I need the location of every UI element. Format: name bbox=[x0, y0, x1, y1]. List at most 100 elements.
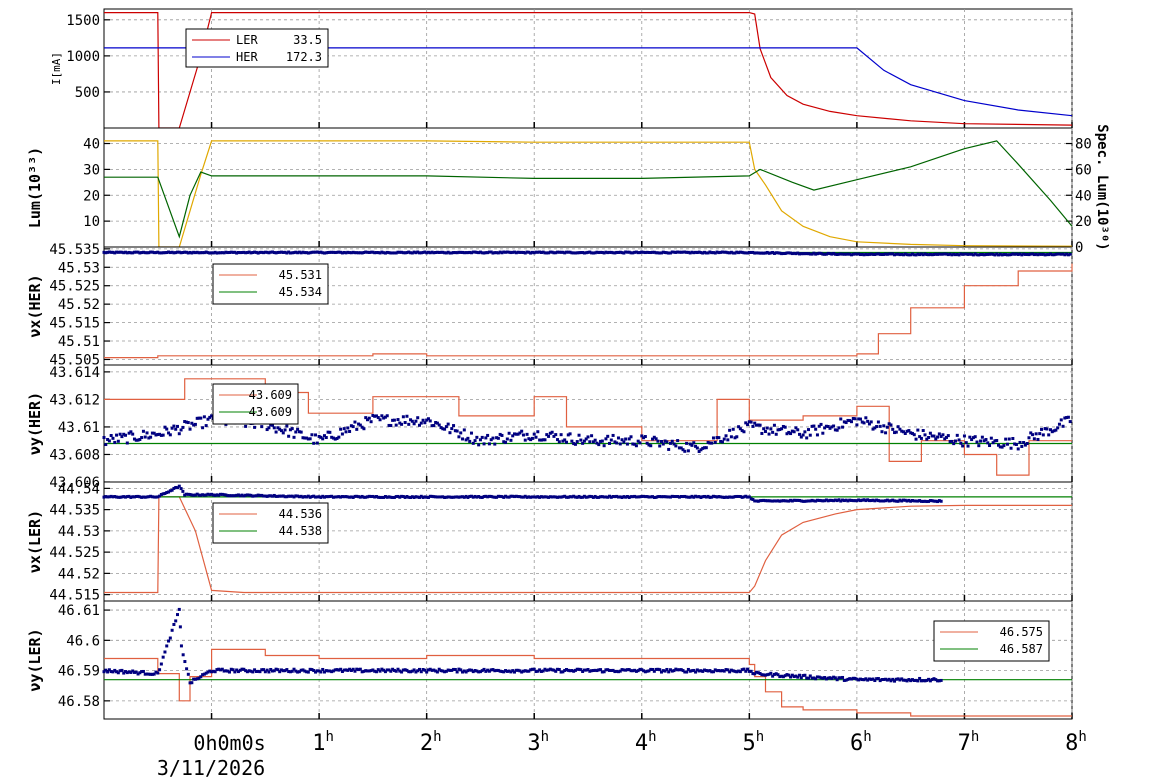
series-marker bbox=[371, 494, 375, 498]
series-marker bbox=[134, 494, 138, 498]
series-marker bbox=[627, 668, 631, 672]
series-marker bbox=[615, 494, 619, 498]
series-marker bbox=[496, 436, 500, 440]
series-marker bbox=[324, 251, 328, 255]
series-marker bbox=[806, 428, 810, 432]
series-marker bbox=[290, 494, 294, 498]
series-marker bbox=[665, 495, 669, 499]
series-marker bbox=[530, 667, 534, 671]
series-marker bbox=[441, 495, 445, 499]
series-marker bbox=[758, 423, 762, 427]
series-marker bbox=[104, 495, 108, 499]
legend-value: 33.5 bbox=[293, 33, 322, 47]
series-marker bbox=[538, 668, 542, 672]
series-marker bbox=[823, 252, 827, 256]
series-marker bbox=[645, 441, 649, 445]
series-marker bbox=[934, 252, 938, 256]
series-marker bbox=[136, 494, 140, 498]
series-marker bbox=[588, 250, 592, 254]
series-marker bbox=[500, 670, 504, 674]
series-marker bbox=[747, 495, 751, 499]
series-marker bbox=[615, 250, 619, 254]
series-marker bbox=[199, 416, 203, 420]
y-tick-label: 46.58 bbox=[58, 694, 100, 710]
series-marker bbox=[1048, 252, 1052, 256]
series-marker bbox=[789, 251, 793, 255]
series-marker bbox=[893, 499, 897, 503]
series-marker bbox=[147, 495, 151, 499]
series-marker bbox=[102, 436, 106, 440]
series-marker bbox=[606, 668, 610, 672]
series-marker bbox=[466, 495, 470, 499]
series-marker bbox=[925, 678, 929, 682]
series-marker bbox=[240, 493, 244, 497]
series-line-nuy_ler-0 bbox=[104, 648, 1072, 717]
series-marker bbox=[147, 672, 151, 676]
series-marker bbox=[593, 668, 597, 672]
series-marker bbox=[871, 498, 875, 502]
series-marker bbox=[857, 417, 861, 421]
series-marker bbox=[190, 421, 194, 425]
series-marker bbox=[812, 499, 816, 503]
series-marker bbox=[923, 433, 927, 437]
series-marker bbox=[513, 250, 517, 254]
series-marker bbox=[371, 414, 375, 418]
series-marker bbox=[197, 676, 201, 680]
series-marker bbox=[267, 670, 271, 674]
series-marker bbox=[740, 495, 744, 499]
series-marker bbox=[975, 440, 979, 444]
series-marker bbox=[387, 251, 391, 255]
series-marker bbox=[174, 251, 178, 255]
series-marker bbox=[613, 670, 617, 674]
series-marker bbox=[803, 430, 807, 434]
series-marker bbox=[654, 437, 658, 441]
x-tick-label: 2h bbox=[420, 729, 442, 756]
series-marker bbox=[254, 494, 258, 498]
series-marker bbox=[645, 669, 649, 673]
series-marker bbox=[504, 669, 508, 673]
series-marker bbox=[1034, 252, 1038, 256]
series-marker bbox=[360, 494, 364, 498]
series-marker bbox=[1040, 427, 1044, 431]
series-marker bbox=[955, 433, 959, 437]
series-marker bbox=[394, 495, 398, 499]
series-marker bbox=[443, 427, 447, 431]
series-marker bbox=[738, 250, 742, 254]
series-marker bbox=[1043, 253, 1047, 257]
series-marker bbox=[478, 495, 482, 499]
series-marker bbox=[654, 667, 658, 671]
series-marker bbox=[389, 424, 393, 428]
series-marker bbox=[186, 251, 190, 255]
series-marker bbox=[606, 495, 610, 499]
series-marker bbox=[482, 251, 486, 255]
series-marker bbox=[396, 418, 400, 422]
series-marker bbox=[263, 494, 267, 498]
series-marker bbox=[346, 426, 350, 430]
series-marker bbox=[387, 668, 391, 672]
series-marker bbox=[184, 492, 188, 496]
series-marker bbox=[928, 679, 932, 683]
series-marker bbox=[679, 495, 683, 499]
series-marker bbox=[111, 250, 115, 254]
series-marker bbox=[254, 670, 258, 674]
series-marker bbox=[815, 675, 819, 679]
series-marker bbox=[260, 493, 264, 497]
series-marker bbox=[817, 498, 821, 502]
series-marker bbox=[552, 495, 556, 499]
series-marker bbox=[884, 431, 888, 435]
series-marker bbox=[450, 427, 454, 431]
series-marker bbox=[962, 252, 966, 256]
series-marker bbox=[575, 495, 579, 499]
series-marker bbox=[536, 669, 540, 673]
series-marker bbox=[545, 433, 549, 437]
series-marker bbox=[649, 667, 653, 671]
series-marker bbox=[909, 499, 913, 503]
y-tick-label: 40 bbox=[83, 137, 100, 153]
series-marker bbox=[855, 252, 859, 256]
series-marker bbox=[889, 252, 893, 256]
series-marker bbox=[378, 418, 382, 422]
series-marker bbox=[749, 420, 753, 424]
series-marker bbox=[175, 250, 179, 254]
series-marker bbox=[514, 432, 518, 436]
series-marker bbox=[735, 435, 739, 439]
